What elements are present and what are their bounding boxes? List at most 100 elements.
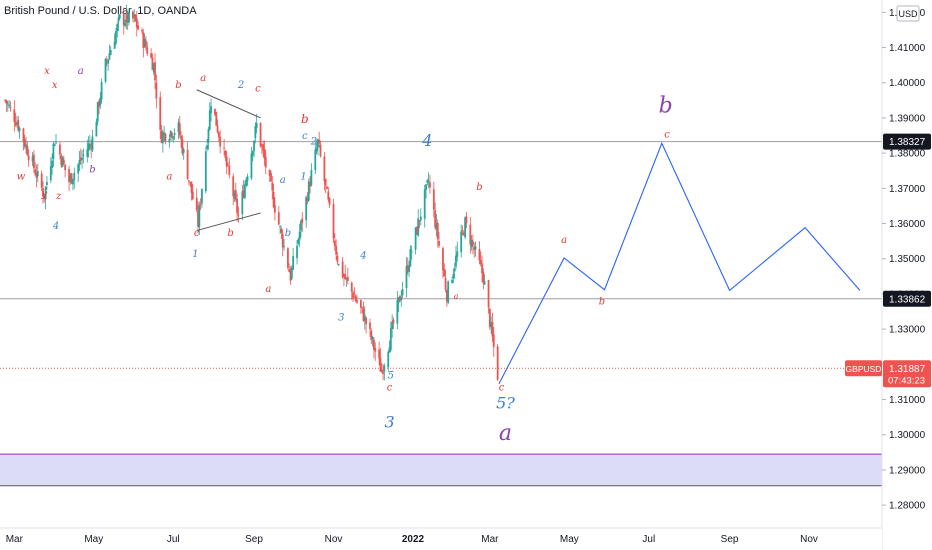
candle-body (373, 339, 375, 350)
candle-body (241, 191, 244, 215)
candle-body (34, 169, 37, 175)
wave-label: b (301, 112, 309, 126)
candlestick-series (4, 4, 499, 381)
candle-body (262, 144, 265, 151)
candle-body (55, 142, 57, 144)
candle-body (362, 308, 365, 321)
candle-body (391, 321, 394, 329)
candle-body (100, 82, 103, 100)
candle-body (481, 263, 483, 274)
candle-body (401, 289, 404, 296)
candle-body (26, 145, 29, 156)
candle-body (68, 168, 70, 183)
candle-body (237, 214, 240, 216)
candle-body (52, 143, 55, 159)
candle-body (232, 176, 235, 197)
candle-body (409, 249, 412, 267)
candle-body (479, 260, 482, 265)
candle-body (224, 151, 227, 158)
candle-body (23, 139, 26, 147)
candle-body (283, 246, 285, 248)
candle-body (298, 231, 301, 240)
candle-body (423, 189, 426, 219)
currency-box (896, 5, 920, 22)
candle-body (473, 247, 476, 251)
candle-body (142, 32, 145, 48)
candle-body (483, 281, 486, 285)
countdown-label: 07:43:23 (888, 375, 925, 386)
candle-body (164, 133, 167, 142)
candle-body (188, 180, 190, 182)
wave-label: a (200, 73, 206, 84)
wave-label: x (52, 80, 58, 91)
candle-body (287, 248, 289, 268)
candle-body (250, 153, 253, 179)
candle-body (190, 181, 193, 193)
candle-body (70, 173, 73, 184)
candle-body (124, 22, 126, 26)
candle-body (335, 245, 338, 255)
candle-body (204, 151, 207, 192)
candle-body (447, 281, 450, 303)
candle-body (280, 228, 283, 233)
candle-body (225, 156, 228, 167)
candle-body (427, 181, 430, 183)
candle-body (309, 182, 311, 187)
candle-body (327, 191, 330, 200)
wave-label: 2 (237, 80, 244, 91)
candle-body (168, 139, 171, 143)
price-tick-label: 1.28000 (889, 501, 926, 512)
candle-body (341, 261, 344, 278)
candle-body (152, 63, 155, 73)
time-axis[interactable]: Mar May Jul Sep Nov 2022 Mar May Jul Sep Nov (0, 527, 882, 550)
level-badge-1 (883, 133, 931, 150)
candle-body (245, 179, 248, 186)
candle-body (435, 223, 438, 229)
candle-body (104, 58, 107, 82)
candle-body (365, 317, 367, 325)
time-tick-label: Nov (325, 534, 343, 545)
candle-body (460, 231, 463, 253)
candle-body (125, 12, 128, 23)
projection-path (498, 141, 861, 384)
candle-body (418, 220, 421, 222)
candle-body (482, 271, 485, 283)
candle-body (332, 204, 335, 239)
wave-label: c (499, 383, 505, 394)
candle-body (181, 139, 184, 154)
candle-body (8, 104, 11, 106)
candle-body (426, 180, 429, 183)
candle-body (383, 365, 386, 372)
candle-body (488, 308, 491, 328)
candle-body (105, 60, 108, 62)
candle-body (49, 166, 52, 181)
candle-body (310, 170, 313, 186)
candle-body (210, 106, 212, 114)
candle-body (270, 173, 272, 182)
candle-body (5, 100, 8, 104)
candle-body (131, 11, 134, 19)
candle-body (260, 145, 263, 147)
candle-body (82, 154, 85, 156)
price-axis[interactable]: 1.420001.410001.400001.390001.380001.370… (881, 0, 932, 550)
wave-label: a (78, 66, 84, 77)
candle-body (42, 188, 44, 197)
candle-body (195, 197, 198, 210)
candle-body (399, 295, 401, 302)
candle-body (361, 307, 364, 309)
candle-body (432, 189, 435, 210)
time-tick-label: Mar (481, 534, 499, 545)
wave-label: c (255, 84, 261, 95)
candle-body (469, 224, 472, 245)
candle-body (244, 184, 246, 198)
time-tick-label: 2022 (402, 534, 425, 545)
candle-body (369, 322, 371, 330)
candle-body (116, 23, 119, 32)
projection-line (498, 141, 861, 384)
wave-label: c (664, 129, 670, 140)
wave-label: 4 (421, 131, 432, 150)
candle-body (18, 127, 21, 132)
candle-body (324, 178, 327, 186)
